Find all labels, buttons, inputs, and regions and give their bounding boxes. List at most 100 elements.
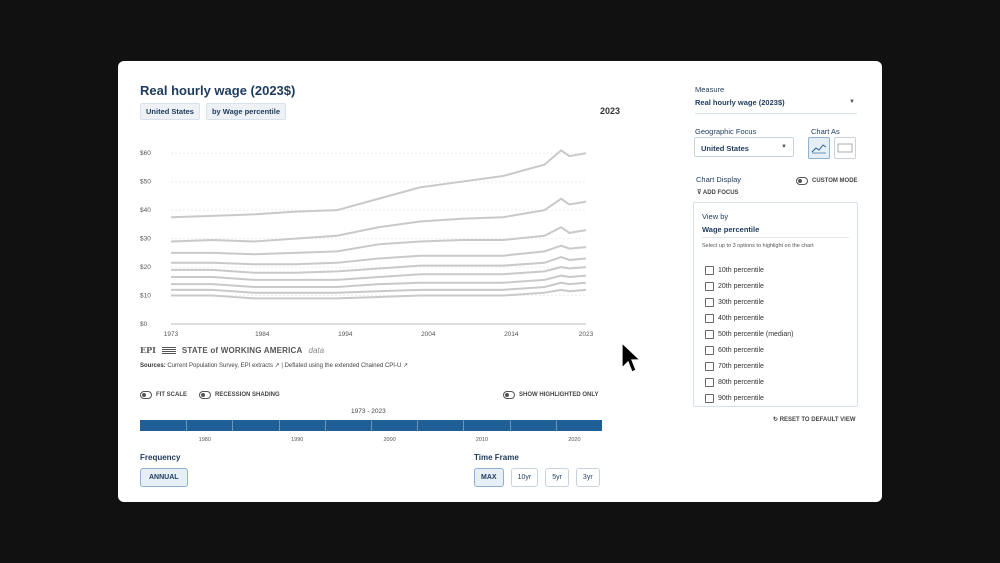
chart-as-options [808, 137, 856, 159]
annual-button[interactable]: ANNUAL [140, 468, 188, 487]
y-tick-label: $30 [140, 236, 151, 243]
time-range-slider[interactable] [140, 420, 602, 431]
range-tick [278, 420, 280, 431]
tag-view-by[interactable]: by Wage percentile [205, 103, 287, 120]
percentile-option[interactable]: 80th percentile [705, 374, 794, 390]
range-tick [463, 420, 465, 431]
checkbox[interactable] [705, 281, 714, 291]
y-tick-label: $50 [140, 179, 151, 186]
time-frame-5yr-button[interactable]: 5yr [545, 468, 569, 487]
range-tick [509, 420, 511, 431]
view-by-value[interactable]: Wage percentile [702, 225, 760, 234]
filter-tags: United States by Wage percentile [140, 103, 287, 120]
sources-note: Sources: Current Population Survey, EPI … [140, 362, 408, 369]
series-line[interactable] [171, 266, 587, 281]
range-year-label: 2010 [475, 437, 489, 443]
measure-select[interactable]: Real hourly wage (2023$) ▼ [695, 98, 857, 114]
range-tick [324, 420, 326, 431]
chart-as-line-button[interactable] [808, 137, 830, 159]
percentile-option[interactable]: 50th percentile (median) [705, 326, 794, 342]
deflated-text[interactable]: | Deflated using the extended Chained CP… [281, 363, 402, 369]
swa-data-label: data [308, 345, 325, 355]
percentile-options: 10th percentile 20th percentile 30th perce… [705, 262, 794, 406]
external-link-icon[interactable]: ↗ [402, 363, 409, 369]
add-focus-label: ADD FOCUS [702, 190, 739, 196]
time-frame-max-button[interactable]: MAX [474, 468, 504, 487]
range-label: 1973 - 2023 [351, 408, 386, 415]
fit-scale-label: FIT SCALE [156, 392, 187, 398]
chart-toggles: FIT SCALE RECESSION SHADING [140, 391, 280, 399]
toggle-switch-icon [796, 177, 808, 185]
x-tick-label: 1994 [338, 331, 353, 338]
series-line[interactable] [171, 288, 587, 300]
percentile-option-label: 90th percentile [718, 394, 764, 402]
checkbox[interactable] [705, 377, 714, 387]
checkbox[interactable] [705, 313, 714, 323]
range-year-label: 1980 [198, 437, 211, 443]
percentile-option[interactable]: 70th percentile [705, 358, 794, 374]
time-frame-3yr-button[interactable]: 3yr [575, 468, 600, 487]
checkbox[interactable] [705, 393, 714, 403]
percentile-option-label: 60th percentile [718, 346, 764, 354]
tag-geography[interactable]: United States [140, 103, 200, 120]
refresh-icon: ↻ [773, 417, 779, 423]
percentile-option-label: 80th percentile [718, 378, 764, 386]
checkbox[interactable] [705, 265, 714, 275]
series-line[interactable] [170, 149, 587, 219]
checkbox[interactable] [705, 329, 714, 339]
time-frame-10yr-button[interactable]: 10yr [510, 468, 539, 487]
external-link-icon[interactable]: ↗ [274, 363, 280, 369]
series-line[interactable] [171, 244, 587, 266]
chart-as-map-button[interactable] [834, 137, 856, 159]
branding: EPI STATE of WORKING AMERICA data [140, 345, 324, 355]
chevron-down-icon: ▼ [781, 144, 787, 150]
x-tick-label: 2023 [579, 331, 594, 338]
time-frame-label: Time Frame [474, 453, 519, 462]
range-year-label: 2020 [568, 437, 581, 443]
series-line[interactable] [171, 274, 587, 288]
percentile-option-label: 40th percentile [718, 314, 764, 322]
swa-logo: STATE of WORKING AMERICA [181, 345, 303, 355]
percentile-option[interactable]: 60th percentile [705, 342, 794, 358]
frequency-label: Frequency [140, 453, 181, 462]
range-tick [371, 420, 372, 431]
sources-text[interactable]: Current Population Survey, EPI extracts [167, 363, 273, 369]
checkbox[interactable] [705, 361, 714, 371]
reset-default-view-button[interactable]: ↻ RESET TO DEFAULT VIEW [773, 416, 856, 423]
epi-logo: EPI [140, 345, 156, 355]
percentile-option[interactable]: 10th percentile [705, 262, 794, 278]
checkbox[interactable] [705, 345, 714, 355]
custom-mode-label: CUSTOM MODE [812, 178, 858, 184]
y-tick-label: $0 [140, 321, 148, 328]
percentile-option[interactable]: 20th percentile [705, 278, 794, 294]
custom-mode-toggle[interactable]: CUSTOM MODE [796, 177, 858, 185]
percentile-option[interactable]: 30th percentile [705, 294, 794, 310]
recession-shading-toggle[interactable]: RECESSION SHADING [199, 391, 280, 399]
recession-shading-label: RECESSION SHADING [215, 392, 280, 398]
percentile-option[interactable]: 40th percentile [705, 310, 794, 326]
view-by-label: View by [702, 212, 729, 221]
add-focus-button[interactable]: ⊽ ADD FOCUS [697, 189, 739, 196]
x-tick-label: 2004 [421, 331, 436, 338]
current-year-label: 2023 [600, 106, 621, 116]
range-year-label: 1990 [291, 437, 304, 443]
measure-value: Real hourly wage (2023$) [695, 98, 785, 107]
series-line[interactable] [171, 226, 587, 256]
percentile-option-label: 70th percentile [718, 362, 764, 370]
show-highlighted-toggle[interactable]: SHOW HIGHLIGHTED ONLY [503, 391, 598, 399]
y-tick-label: $20 [140, 264, 151, 271]
show-highlighted-label: SHOW HIGHLIGHTED ONLY [519, 392, 599, 398]
chart-display-label: Chart Display [696, 175, 742, 184]
percentile-option[interactable]: 90th percentile [705, 390, 794, 406]
chart-title: Real hourly wage (2023$) [140, 83, 296, 98]
x-tick-label: 1984 [255, 331, 270, 338]
series-line[interactable] [170, 197, 587, 243]
measure-label: Measure [695, 85, 725, 94]
fit-scale-toggle[interactable]: FIT SCALE [140, 391, 187, 399]
geo-focus-select[interactable]: United States ▼ [694, 137, 794, 157]
series-line[interactable] [171, 281, 587, 294]
reset-label: RESET TO DEFAULT VIEW [779, 417, 856, 423]
checkbox[interactable] [705, 297, 714, 307]
range-year-label: 2000 [383, 437, 396, 443]
series-line[interactable] [171, 256, 587, 274]
